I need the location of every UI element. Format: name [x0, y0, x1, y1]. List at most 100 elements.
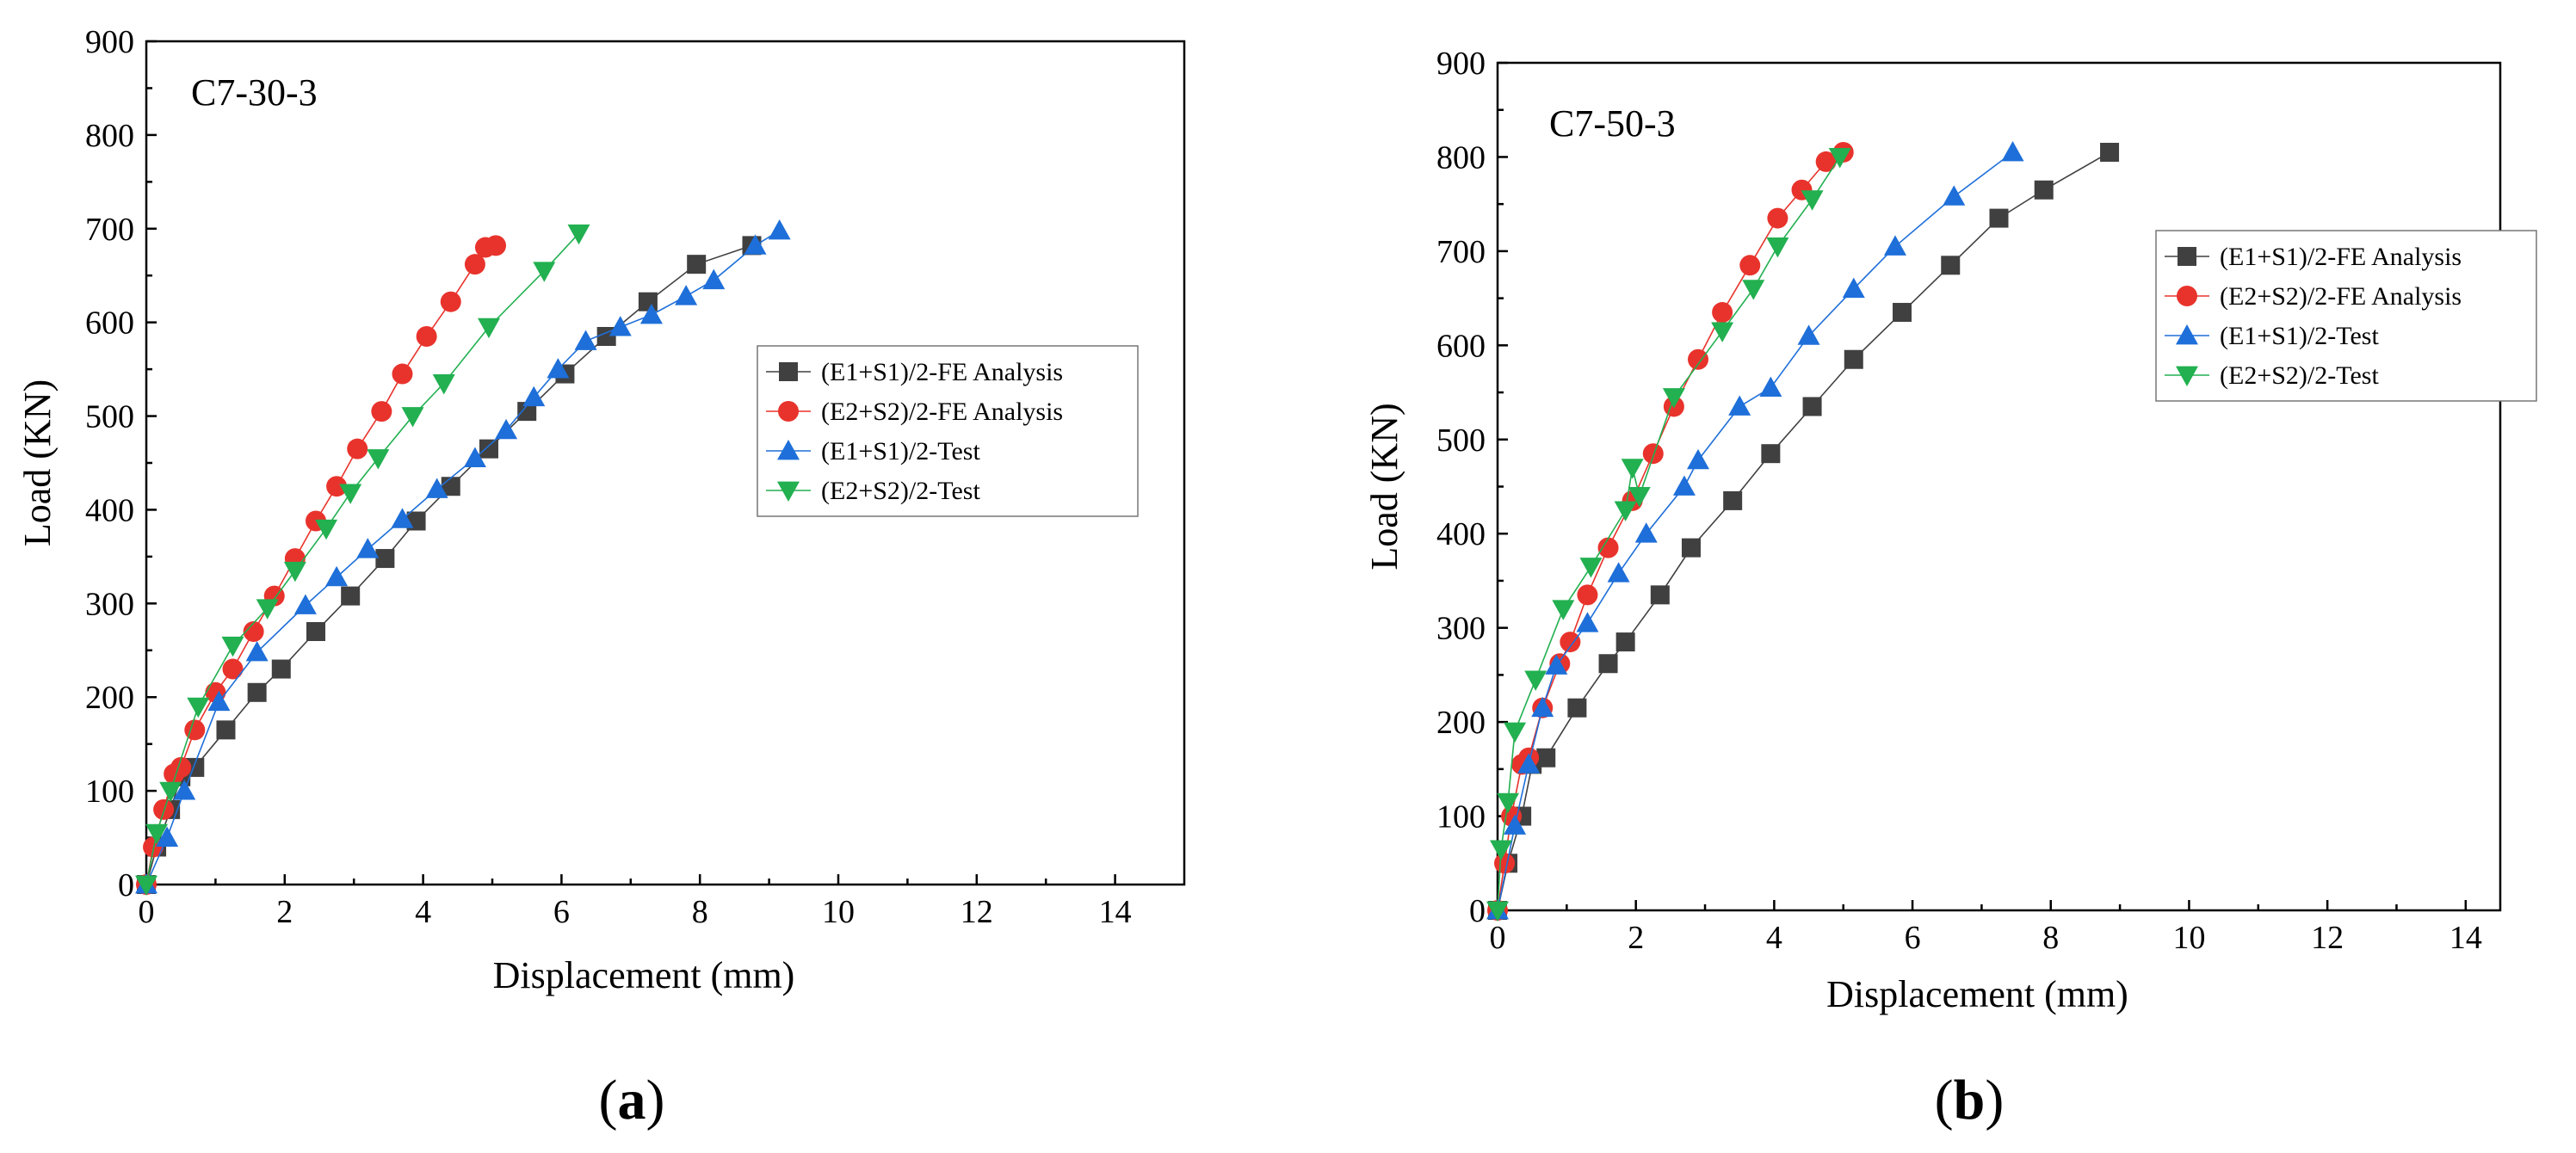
panel-title: C7-30-3	[191, 71, 318, 114]
data-point	[1759, 376, 1782, 397]
data-point	[326, 476, 348, 497]
data-point	[245, 640, 269, 662]
data-point	[608, 316, 632, 336]
data-point	[1486, 901, 1509, 922]
series-3	[135, 219, 791, 894]
series-line	[145, 232, 580, 885]
data-point	[1597, 537, 1619, 558]
data-point	[440, 291, 461, 312]
data-point	[495, 418, 518, 440]
data-point	[1723, 490, 1743, 510]
data-point	[1844, 349, 1863, 369]
data-point	[1552, 600, 1575, 620]
series-1	[1488, 142, 2120, 920]
x-tick-label: 10	[2172, 920, 2205, 956]
data-point	[1490, 840, 1513, 860]
series-4	[1486, 148, 1851, 922]
data-point	[702, 268, 726, 290]
series-line	[145, 244, 497, 885]
data-point	[243, 621, 264, 642]
y-tick-label: 300	[1436, 611, 1486, 647]
data-point	[1567, 698, 1587, 718]
caption-letter: a	[618, 1069, 646, 1131]
data-point	[1504, 814, 1527, 835]
data-point	[2001, 140, 2024, 162]
data-point	[207, 690, 231, 712]
legend-marker	[2176, 324, 2198, 345]
y-tick-label: 800	[1436, 139, 1486, 176]
y-tick-label: 300	[85, 586, 134, 622]
x-tick-label: 4	[415, 894, 431, 930]
data-point	[1531, 696, 1554, 718]
series-line	[145, 244, 752, 885]
data-point	[1672, 475, 1696, 496]
data-point	[1579, 558, 1603, 578]
data-point	[522, 385, 546, 407]
data-point	[1767, 207, 1788, 229]
series-3	[1486, 140, 2024, 920]
data-point	[184, 719, 206, 741]
data-point	[1497, 792, 1520, 814]
data-point	[485, 235, 507, 256]
data-point	[145, 823, 169, 845]
y-tick-label: 100	[1436, 799, 1486, 835]
y-tick-label: 400	[85, 492, 134, 528]
data-point	[156, 826, 179, 847]
data-point	[1536, 748, 1556, 768]
x-tick-label: 10	[822, 894, 855, 930]
legend-label: (E2+S2)/2-Test	[821, 477, 980, 505]
data-point	[135, 875, 158, 896]
series-line	[145, 230, 781, 885]
data-point	[1766, 237, 1789, 258]
data-point	[1681, 538, 1701, 558]
data-point	[432, 374, 455, 395]
y-tick-label: 500	[1436, 422, 1486, 459]
legend-marker	[2176, 366, 2198, 386]
data-point	[153, 798, 175, 820]
data-point	[1739, 255, 1761, 276]
data-point	[1650, 585, 1670, 605]
legend-box	[757, 345, 1139, 517]
data-point	[1802, 397, 1822, 416]
x-axis-title: Displacement (mm)	[1826, 973, 2128, 1015]
data-point	[367, 449, 390, 470]
data-point	[1989, 208, 2009, 228]
y-axis-title: Load (KN)	[1363, 403, 1405, 570]
legend-marker	[777, 481, 800, 502]
legend-marker	[779, 362, 798, 381]
data-point	[1761, 444, 1781, 464]
data-point	[1545, 654, 1568, 675]
data-point	[1828, 148, 1851, 169]
y-tick-label: 0	[1469, 893, 1486, 929]
data-point	[341, 586, 361, 606]
series-line	[1497, 151, 2110, 911]
data-point	[221, 636, 244, 657]
y-tick-label: 700	[1436, 234, 1486, 270]
data-point	[596, 327, 616, 346]
legend: (E1+S1)/2-FE Analysis (E2+S2)/2-FE Analys…	[757, 345, 1139, 517]
data-point	[1728, 395, 1751, 416]
data-point	[547, 358, 570, 379]
legend-label: (E1+S1)/2-FE Analysis	[2220, 243, 2462, 271]
data-point	[315, 519, 338, 540]
x-tick-label: 0	[139, 894, 155, 930]
caption-close-paren: )	[646, 1069, 665, 1131]
data-point	[1742, 280, 1765, 300]
data-point	[1711, 322, 1734, 342]
x-axis-title: Displacement (mm)	[493, 954, 795, 996]
data-point	[1642, 443, 1664, 465]
y-tick-label: 900	[1436, 46, 1486, 82]
panel-caption: (b)	[1935, 1069, 2005, 1131]
data-point	[1662, 388, 1685, 409]
y-tick-label: 200	[85, 680, 134, 716]
data-point	[533, 262, 556, 282]
data-point	[479, 439, 498, 459]
data-point	[1614, 501, 1637, 521]
data-point	[1797, 324, 1820, 345]
caption-letter: b	[1954, 1069, 1986, 1131]
legend-label: (E1+S1)/2-Test	[2220, 322, 2379, 350]
data-point	[1943, 185, 1966, 206]
legend: (E1+S1)/2-FE Analysis (E2+S2)/2-FE Analys…	[2155, 230, 2537, 402]
